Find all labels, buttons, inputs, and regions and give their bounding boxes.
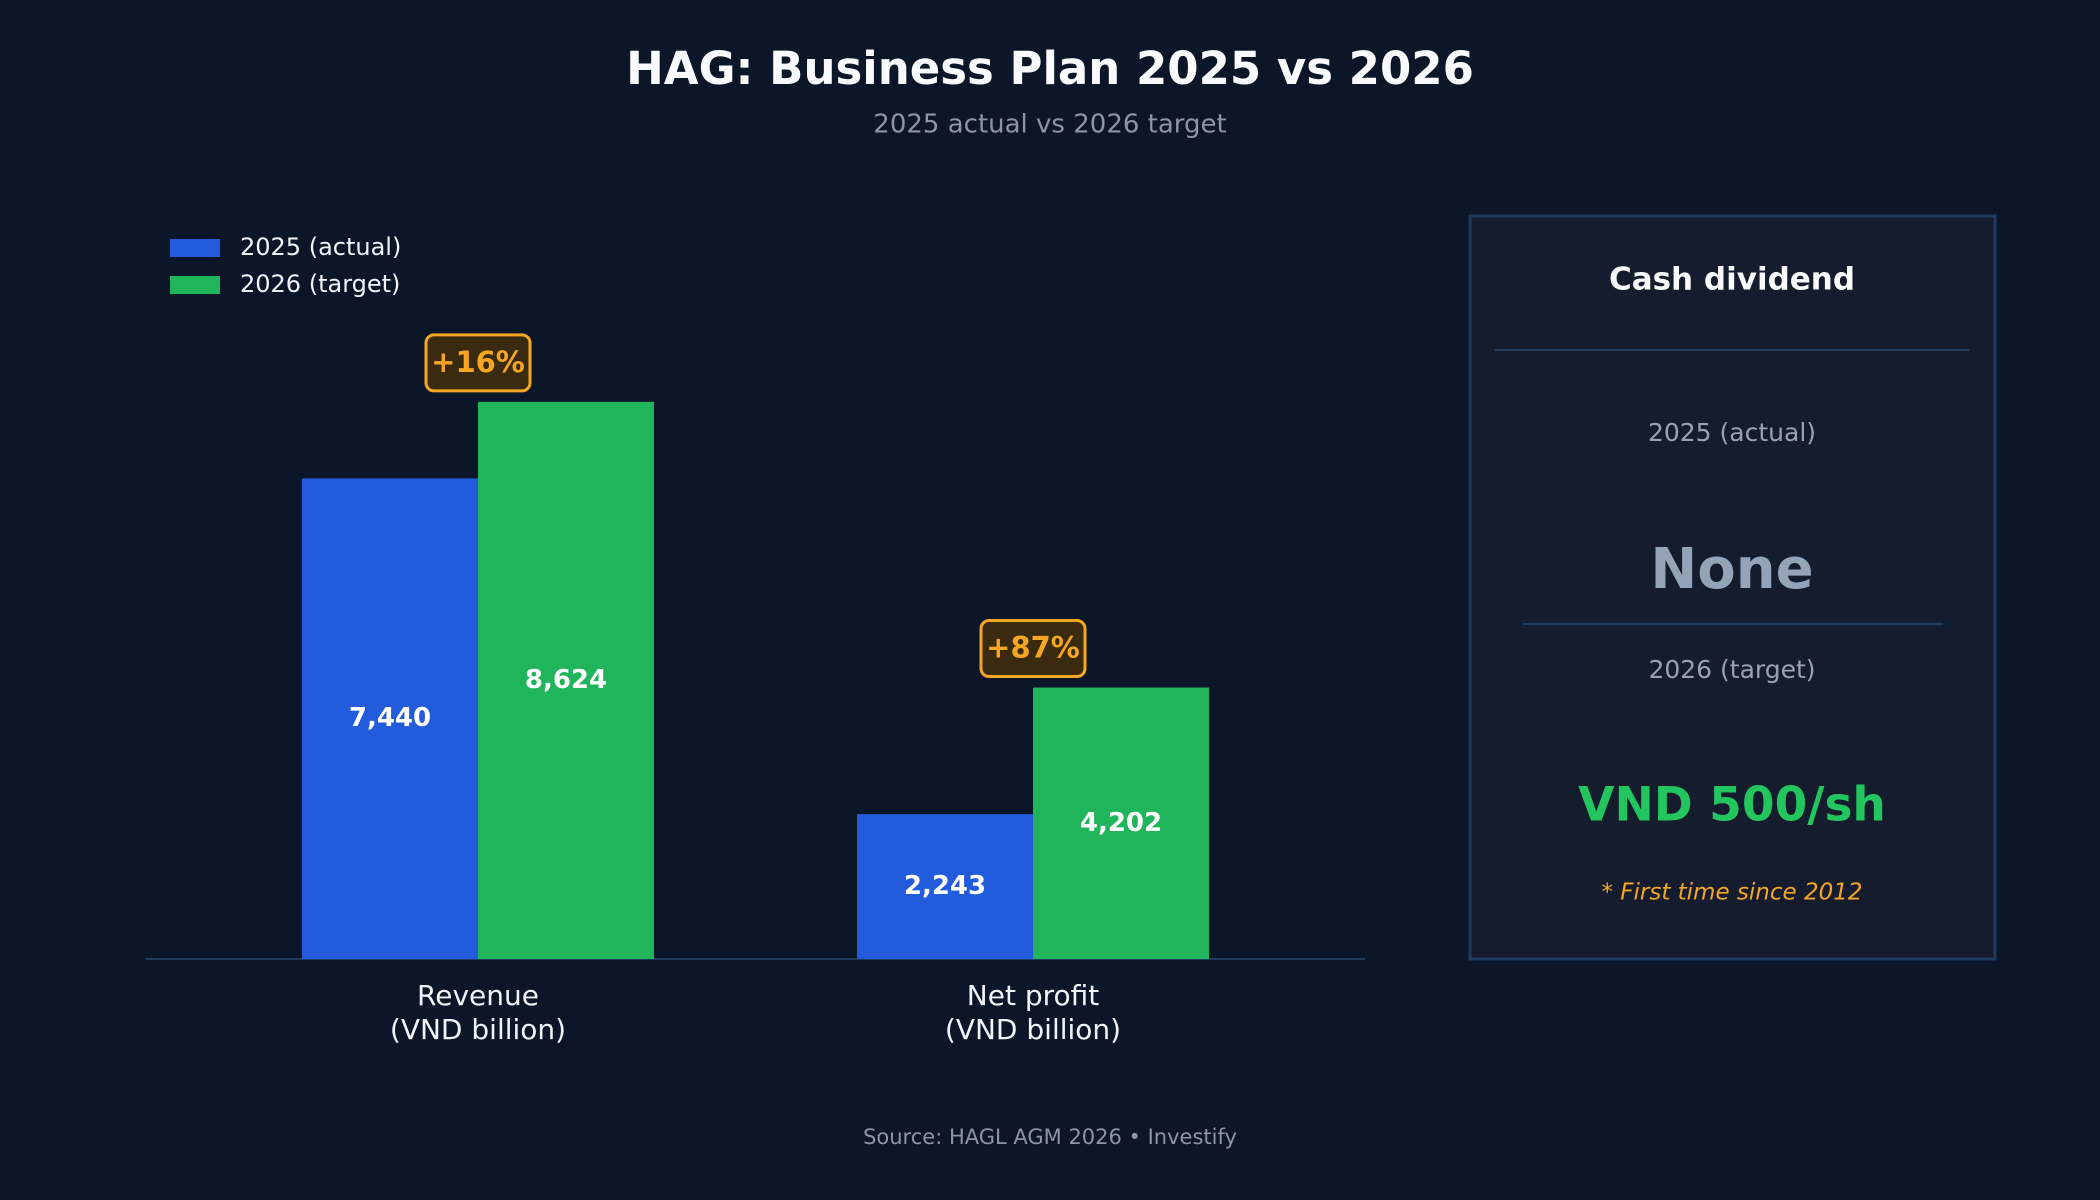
- value-label: 7,440: [349, 703, 431, 733]
- chart-title: HAG: Business Plan 2025 vs 2026: [626, 42, 1474, 95]
- bar: [478, 401, 654, 959]
- panel-label: 2025 (actual): [1648, 418, 1816, 447]
- panel-label: 2026 (target): [1648, 655, 1815, 684]
- value-label: 2,243: [904, 871, 986, 901]
- panel-note: * First time since 2012: [1601, 880, 1862, 906]
- change-label: +16%: [431, 345, 525, 379]
- legend-label: 2025 (actual): [240, 233, 401, 261]
- change-label: +87%: [986, 631, 1080, 665]
- bar: [302, 478, 478, 959]
- change-badge: [424, 333, 532, 393]
- legend-label: 2026 (target): [240, 270, 400, 298]
- bar: [857, 814, 1033, 959]
- source: Source: HAGL AGM 2026 • Investify: [863, 1125, 1237, 1149]
- x-tick-label: Revenue (VND billion): [389, 979, 567, 1046]
- panel-value: VND 500/sh: [1578, 778, 1886, 833]
- x-tick-label: Net profit (VND billion): [944, 979, 1122, 1046]
- value-label: 8,624: [525, 665, 607, 695]
- panel-title: Cash dividend: [1609, 262, 1855, 298]
- value-label: 4,202: [1080, 808, 1162, 838]
- change-badge: [979, 619, 1087, 679]
- dividend-panel: [1468, 214, 1997, 961]
- legend-swatch: [170, 276, 220, 294]
- legend-swatch: [170, 239, 220, 257]
- chart-subtitle: 2025 actual vs 2026 target: [873, 110, 1226, 140]
- panel-value: None: [1650, 537, 1813, 602]
- bar: [1033, 687, 1209, 959]
